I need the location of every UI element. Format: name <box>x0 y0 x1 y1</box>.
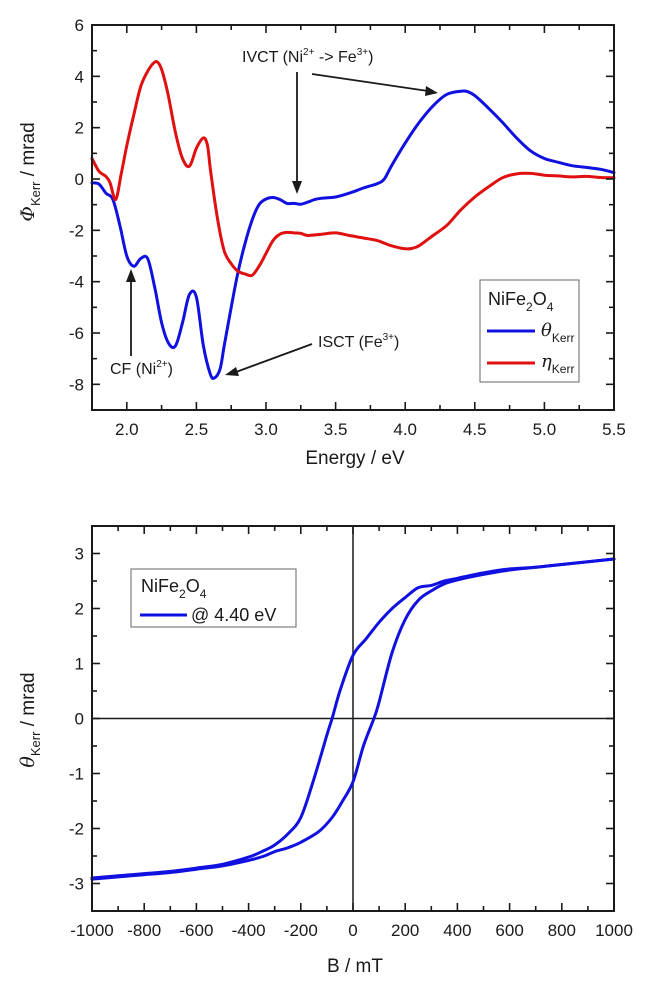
y-tick-label: -4 <box>69 273 84 292</box>
annotation-ivct: IVCT (Ni2+ -> Fe3+) <box>242 47 438 194</box>
plot-area <box>90 557 616 881</box>
x-tick-label: -600 <box>179 921 213 940</box>
chart-kerr-spectra: 2.0 2.5 3.0 3.5 4.0 4.5 5.0 5.5 -8 -6 -4 -2 0 2 4 6 Ene… <box>17 16 626 469</box>
x-tick-label: -400 <box>232 921 266 940</box>
x-tick-label: 5.5 <box>602 420 626 439</box>
x-tick-label: 0 <box>348 921 357 940</box>
y-axis-symbol: Φ <box>17 206 39 222</box>
x-tick-label: 3.0 <box>254 420 278 439</box>
plot-area <box>90 60 616 380</box>
y-tick-label: -1 <box>69 765 84 784</box>
arrowhead-isct <box>225 367 239 376</box>
y-tick-label: -3 <box>69 875 84 894</box>
legend-label-eta: ηKerr <box>541 351 574 376</box>
svg-text:IVCT (Ni2+ -> Fe3+): IVCT (Ni2+ -> Fe3+) <box>242 47 373 66</box>
x-tick-label: 800 <box>548 921 576 940</box>
series-line-ascending-branch <box>90 557 616 881</box>
chart-hysteresis: -1000 -800 -600 -400 -200 0 200 400 600 800 1000 -3… <box>17 525 633 977</box>
y-tick-label: 4 <box>75 67 84 86</box>
x-tick-label: -800 <box>127 921 161 940</box>
y-tick-label: -2 <box>69 820 84 839</box>
ticks: 2.0 2.5 3.0 3.5 4.0 4.5 5.0 5.5 -8 -6 -4 -2 0 2 4 6 <box>69 16 626 439</box>
legend-hysteresis: NiFe2O4 @ 4.40 eV <box>130 568 297 628</box>
y-axis-title: θKerr / mrad <box>17 672 43 767</box>
zero-lines <box>92 526 614 911</box>
x-tick-label: 200 <box>391 921 419 940</box>
y-tick-label: 3 <box>75 545 84 564</box>
x-axis-title: Energy / eV <box>305 448 405 469</box>
svg-text:ΦKerr / mrad: ΦKerr / mrad <box>17 122 43 221</box>
axes-box <box>91 24 615 411</box>
x-tick-label: 4.5 <box>463 420 487 439</box>
y-axis-subscript: Kerr <box>28 181 43 206</box>
svg-text:CF (Ni2+): CF (Ni2+) <box>110 359 173 378</box>
x-tick-label: 2.5 <box>185 420 209 439</box>
y-tick-label: -8 <box>69 375 84 394</box>
legend-label-loop: @ 4.40 eV <box>191 605 276 625</box>
legend-label-theta: θKerr <box>541 320 575 345</box>
x-tick-label: -1000 <box>70 921 113 940</box>
y-tick-label: 1 <box>75 655 84 674</box>
y-tick-label: 0 <box>75 710 84 729</box>
y-axis-title: ΦKerr / mrad <box>17 122 43 221</box>
legend-spectra: NiFe2O4 θKerr ηKerr <box>479 279 580 383</box>
y-axis-unit: / mrad <box>18 672 39 731</box>
arrowhead-ivct-right <box>425 86 438 96</box>
y-axis-unit: / mrad <box>18 122 39 181</box>
y-tick-label: 2 <box>75 600 84 619</box>
axes-frame <box>91 24 615 411</box>
y-tick-label: 0 <box>75 170 84 189</box>
y-tick-label: -6 <box>69 324 84 343</box>
svg-text:NiFe2O4: NiFe2O4 <box>141 576 207 601</box>
arrowhead-ivct-down <box>292 181 302 194</box>
y-tick-label: 6 <box>75 16 84 35</box>
x-axis-title: B / mT <box>327 956 383 977</box>
y-tick-label: 2 <box>75 119 84 138</box>
ticks: -1000 -800 -600 -400 -200 0 200 400 600 800 1000 -3… <box>69 525 633 940</box>
x-tick-label: 2.0 <box>115 420 139 439</box>
x-tick-label: 3.5 <box>324 420 348 439</box>
x-tick-label: 4.0 <box>393 420 417 439</box>
arrow-ivct-right <box>311 73 429 92</box>
annotation-isct: ISCT (Fe3+) <box>225 332 399 376</box>
x-tick-label: 5.0 <box>533 420 557 439</box>
x-tick-label: 400 <box>443 921 471 940</box>
x-tick-label: 1000 <box>595 921 633 940</box>
x-tick-label: -200 <box>284 921 318 940</box>
arrow-isct <box>235 343 313 373</box>
y-axis-subscript: Kerr <box>28 731 43 756</box>
series-line-eta-kerr <box>90 60 616 278</box>
arrowhead-cf <box>126 269 136 282</box>
svg-text:NiFe2O4: NiFe2O4 <box>488 289 554 314</box>
svg-text:θKerr / mrad: θKerr / mrad <box>17 672 43 767</box>
x-tick-label: 600 <box>495 921 523 940</box>
y-axis-symbol: θ <box>17 756 39 768</box>
series-line-descending-branch <box>90 557 616 880</box>
y-tick-label: -2 <box>69 221 84 240</box>
svg-text:ISCT (Fe3+): ISCT (Fe3+) <box>318 332 399 351</box>
annotation-cf: CF (Ni2+) <box>110 269 173 378</box>
series-line-theta-kerr <box>90 89 616 380</box>
